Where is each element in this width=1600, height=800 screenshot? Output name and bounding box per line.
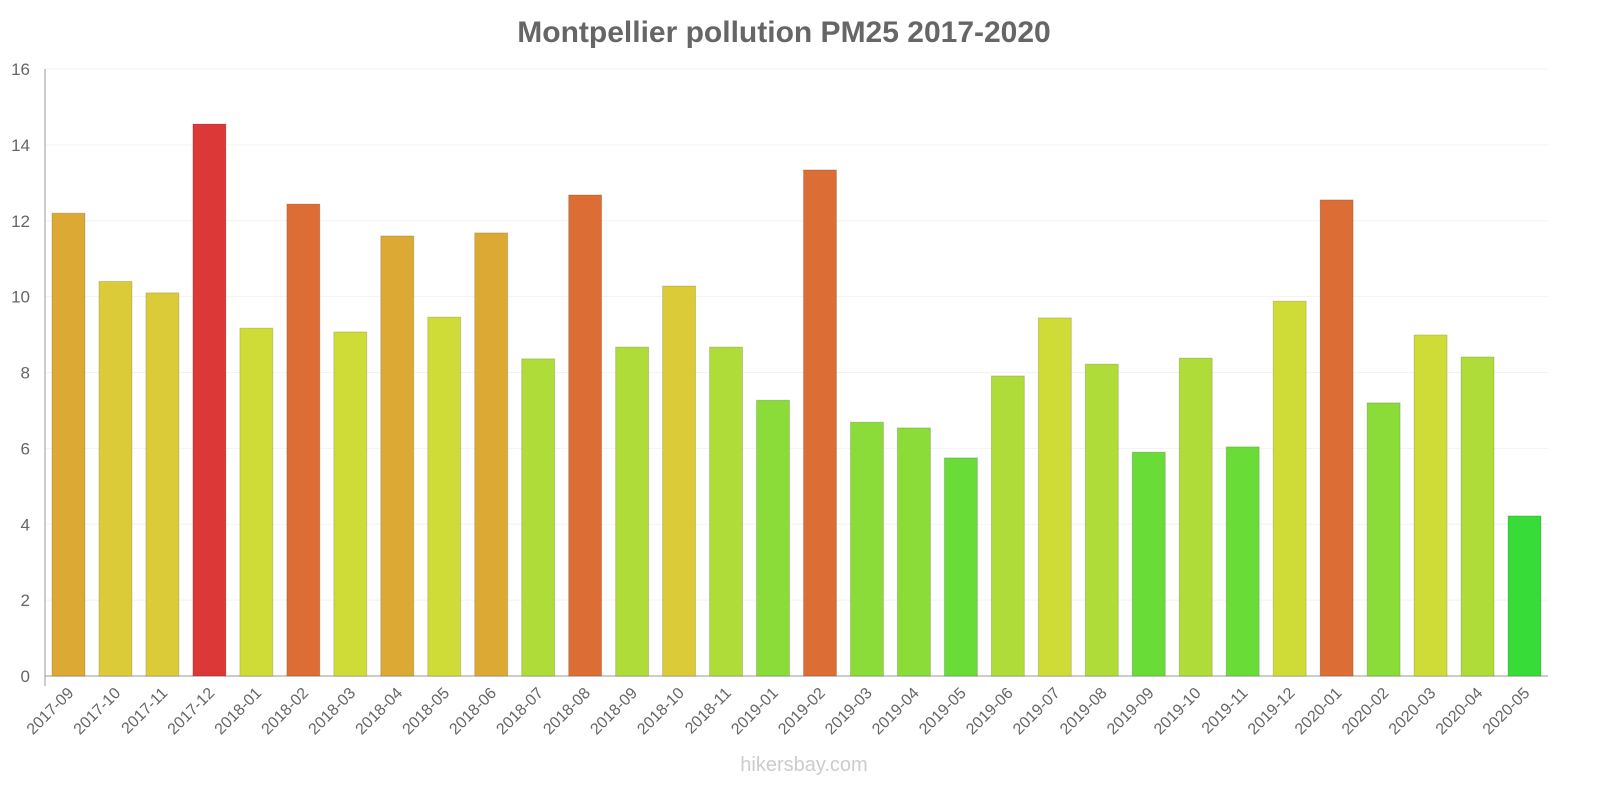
y-tick-label: 14 — [11, 136, 30, 155]
watermark: hikersbay.com — [740, 754, 868, 776]
x-tick-label: 2018-09 — [587, 685, 641, 739]
x-tick-label: 2020-03 — [1386, 685, 1440, 739]
y-tick-label: 4 — [21, 515, 30, 534]
y-tick-label: 2 — [21, 591, 30, 610]
x-tick-label: 2019-07 — [1010, 685, 1064, 739]
x-tick-label: 2018-07 — [493, 685, 547, 739]
bar — [98, 280, 133, 677]
x-tick-label: 2019-06 — [963, 685, 1017, 739]
x-tick-label: 2019-01 — [728, 685, 782, 739]
x-tick-label: 2019-03 — [822, 685, 876, 739]
bar — [145, 292, 180, 677]
y-tick-label: 10 — [11, 288, 30, 307]
x-tick-label: 2020-01 — [1292, 685, 1346, 739]
x-tick-label: 2018-11 — [682, 685, 735, 738]
x-tick-label: 2019-02 — [775, 685, 829, 739]
x-tick-label: 2018-10 — [634, 685, 688, 739]
x-tick-label: 2018-08 — [540, 685, 594, 739]
bar — [1460, 356, 1495, 677]
x-tick-label: 2018-05 — [400, 685, 454, 739]
bar — [568, 194, 603, 677]
bar — [1084, 363, 1119, 677]
x-tick-label: 2018-01 — [212, 685, 266, 739]
x-tick-label: 2019-11 — [1199, 685, 1252, 738]
bar — [1319, 199, 1354, 677]
bar — [1131, 451, 1166, 677]
x-tick-label: 2017-09 — [24, 685, 78, 739]
bar — [333, 331, 368, 677]
bar — [615, 346, 650, 677]
bar — [990, 375, 1025, 677]
x-tick-label: 2020-05 — [1480, 685, 1534, 739]
x-tick-label: 2018-04 — [353, 685, 407, 739]
bar — [192, 123, 227, 677]
bar — [286, 203, 321, 677]
bar — [239, 327, 274, 677]
bar — [943, 457, 978, 677]
bar — [1272, 300, 1307, 677]
x-tick-label: 2020-02 — [1339, 685, 1393, 739]
bar — [1366, 402, 1401, 677]
bar — [521, 358, 556, 677]
bar — [1037, 317, 1072, 677]
x-tick-label: 2019-12 — [1245, 685, 1299, 739]
bar — [802, 169, 837, 677]
x-tick-label: 2019-08 — [1057, 685, 1111, 739]
bar — [849, 421, 884, 677]
x-tick-label: 2018-03 — [306, 685, 360, 739]
bar — [427, 316, 462, 677]
bar — [1413, 334, 1448, 677]
x-tick-label: 2020-04 — [1433, 685, 1487, 739]
y-tick-label: 8 — [21, 364, 30, 383]
y-tick-label: 6 — [21, 439, 30, 458]
bar — [896, 427, 931, 677]
bar — [662, 285, 697, 677]
y-tick-label: 16 — [11, 60, 30, 79]
x-tick-label: 2018-02 — [259, 685, 313, 739]
bar — [1225, 446, 1260, 677]
x-tick-label: 2018-06 — [446, 685, 500, 739]
bar — [51, 212, 86, 677]
x-tick-label: 2019-09 — [1104, 685, 1158, 739]
x-tick-label: 2017-12 — [165, 685, 219, 739]
x-tick-label: 2019-05 — [916, 685, 970, 739]
bar — [756, 399, 791, 677]
bar — [1178, 357, 1213, 677]
x-tick-label: 2017-11 — [119, 685, 172, 738]
bar — [380, 235, 415, 677]
x-tick-label: 2019-04 — [869, 685, 923, 739]
chart-title: Montpellier pollution PM25 2017-2020 — [517, 16, 1051, 49]
x-tick-label: 2019-10 — [1151, 685, 1205, 739]
x-tick-label: 2017-10 — [71, 685, 125, 739]
bar — [709, 346, 744, 677]
bar — [474, 232, 509, 677]
y-tick-label: 0 — [21, 667, 30, 686]
y-tick-label: 12 — [11, 212, 30, 231]
bar — [1507, 515, 1542, 677]
